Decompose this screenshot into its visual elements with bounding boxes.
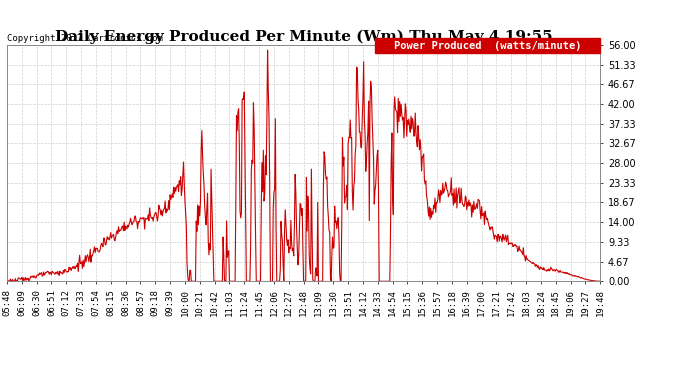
Text: Copyright 2017 Cartronics.com: Copyright 2017 Cartronics.com	[7, 34, 163, 43]
Text: Power Produced  (watts/minute): Power Produced (watts/minute)	[394, 40, 581, 51]
Bar	[375, 38, 600, 53]
Title: Daily Energy Produced Per Minute (Wm) Thu May 4 19:55: Daily Energy Produced Per Minute (Wm) Th…	[55, 30, 553, 44]
